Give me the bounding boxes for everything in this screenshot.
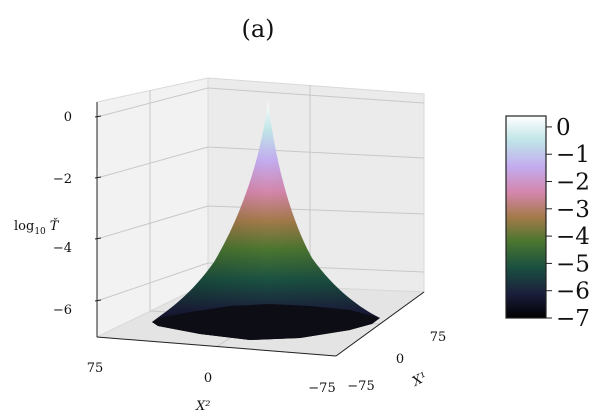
colorbar-tick-label: −1 bbox=[556, 142, 590, 168]
x2-tick-label: 75 bbox=[87, 361, 104, 376]
colorbar-tick-label: −6 bbox=[556, 279, 590, 305]
z-axis-label-log: log bbox=[14, 219, 34, 234]
z-tick-label: −4 bbox=[53, 241, 72, 256]
x2-tick-label: 0 bbox=[204, 371, 212, 386]
chart-title: (a) bbox=[241, 15, 274, 43]
surface-plot bbox=[152, 101, 380, 340]
x1-axis: 75 0 −75 X¹ bbox=[335, 291, 447, 394]
x2-axis: 75 0 −75 X² bbox=[87, 336, 337, 414]
z-axis-label-var: Ť bbox=[50, 218, 60, 234]
z-axis: 0 −2 −4 −6 log10 Ť bbox=[14, 102, 102, 337]
colorbar-ticks: 0−1−2−3−4−5−6−7 bbox=[546, 115, 590, 332]
surface-shade bbox=[152, 101, 380, 340]
z-tick-label: −6 bbox=[53, 303, 72, 318]
colorbar-tick-label: −5 bbox=[556, 251, 590, 277]
colorbar: 0−1−2−3−4−5−6−7 bbox=[505, 115, 590, 332]
x2-tick-label: −75 bbox=[308, 381, 335, 396]
z-tick-label: 0 bbox=[64, 110, 72, 125]
x1-tick-label: 0 bbox=[396, 352, 404, 367]
z-axis-label-sub: 10 bbox=[34, 227, 46, 237]
x1-tick-label: −75 bbox=[347, 379, 374, 394]
surface-base bbox=[152, 304, 380, 340]
x1-tick-label: 75 bbox=[430, 330, 447, 345]
z-axis-label: log10 Ť bbox=[14, 218, 60, 237]
colorbar-gradient bbox=[505, 115, 547, 319]
colorbar-tick-label: 0 bbox=[556, 115, 571, 141]
colorbar-tick-label: −3 bbox=[556, 197, 590, 223]
colorbar-tick-label: −7 bbox=[556, 306, 590, 332]
x1-axis-label: X¹ bbox=[409, 370, 430, 391]
x2-axis-label: X² bbox=[195, 399, 210, 414]
colorbar-tick-label: −4 bbox=[556, 224, 590, 250]
z-tick-label: −2 bbox=[53, 172, 72, 187]
colorbar-tick-label: −2 bbox=[556, 170, 590, 196]
